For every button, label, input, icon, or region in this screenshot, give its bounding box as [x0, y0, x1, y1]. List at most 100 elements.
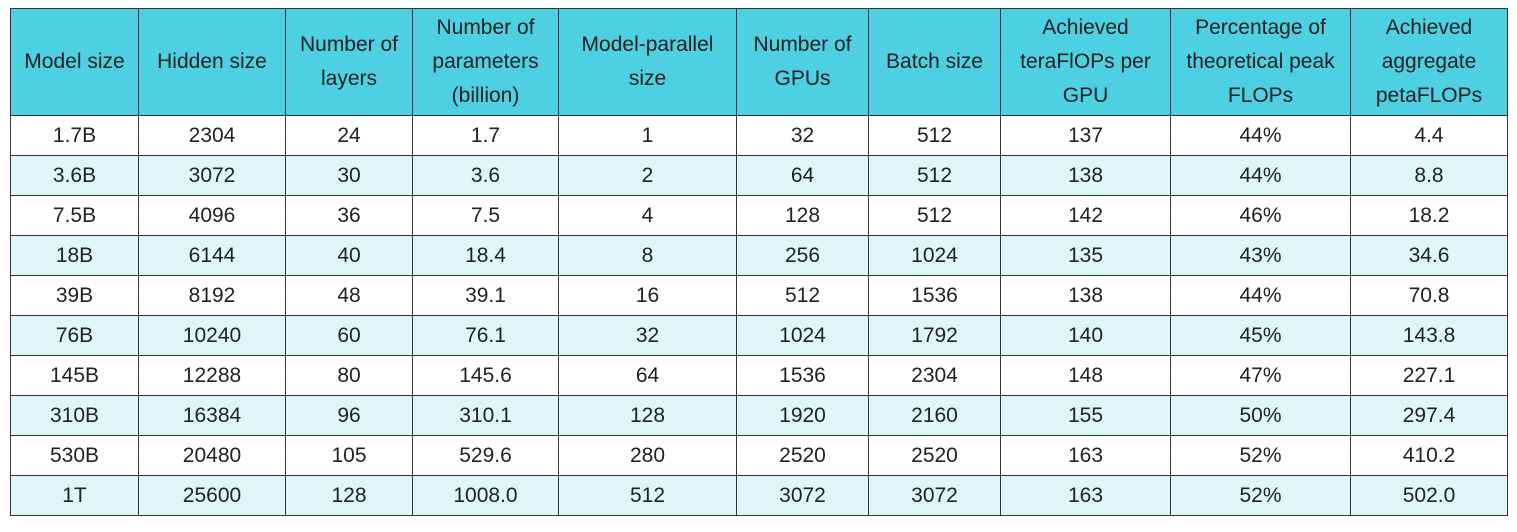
table-cell: 76.1 — [412, 315, 559, 356]
table-cell: 529.6 — [412, 435, 559, 476]
table-cell: 1.7 — [412, 115, 559, 156]
header-cell: Achieved teraFlOPs per GPU — [1000, 8, 1171, 116]
table-cell: 52% — [1170, 435, 1351, 476]
header-cell: Number of GPUs — [736, 8, 869, 116]
table-cell: 155 — [1000, 395, 1171, 436]
table-cell: 3072 — [138, 155, 286, 196]
table-cell: 40 — [285, 235, 413, 276]
table-cell: 138 — [1000, 275, 1171, 316]
table-cell: 137 — [1000, 115, 1171, 156]
table-cell: 2520 — [736, 435, 869, 476]
table-cell: 2520 — [868, 435, 1001, 476]
table-cell: 64 — [736, 155, 869, 196]
table-cell: 18B — [10, 235, 139, 276]
table-cell: 143.8 — [1350, 315, 1508, 356]
header-cell: Number of parameters (billion) — [412, 8, 559, 116]
table-cell: 2160 — [868, 395, 1001, 436]
table-row: 1.7B 2304 24 1.7 1 32 512 137 44% 4.4 — [10, 115, 1508, 156]
table-cell: 2304 — [138, 115, 286, 156]
table-cell: 128 — [285, 475, 413, 516]
table-cell: 297.4 — [1350, 395, 1508, 436]
table-cell: 3072 — [736, 475, 869, 516]
table-cell: 310B — [10, 395, 139, 436]
table-cell: 64 — [558, 355, 737, 396]
table-cell: 45% — [1170, 315, 1351, 356]
table-cell: 410.2 — [1350, 435, 1508, 476]
table-cell: 16384 — [138, 395, 286, 436]
table-cell: 1792 — [868, 315, 1001, 356]
table-cell: 70.8 — [1350, 275, 1508, 316]
table-cell: 512 — [558, 475, 737, 516]
table-cell: 1024 — [868, 235, 1001, 276]
table-cell: 30 — [285, 155, 413, 196]
table-cell: 1920 — [736, 395, 869, 436]
table-cell: 96 — [285, 395, 413, 436]
table-cell: 148 — [1000, 355, 1171, 396]
table-row: 3.6B 3072 30 3.6 2 64 512 138 44% 8.8 — [10, 155, 1508, 196]
table-cell: 80 — [285, 355, 413, 396]
header-cell: Model size — [10, 8, 139, 116]
table-cell: 46% — [1170, 195, 1351, 236]
table-cell: 145.6 — [412, 355, 559, 396]
table-cell: 3072 — [868, 475, 1001, 516]
table-cell: 50% — [1170, 395, 1351, 436]
table-cell: 128 — [736, 195, 869, 236]
table-cell: 12288 — [138, 355, 286, 396]
table-row: 18B 6144 40 18.4 8 256 1024 135 43% 34.6 — [10, 235, 1508, 276]
table-cell: 18.4 — [412, 235, 559, 276]
table-cell: 3.6B — [10, 155, 139, 196]
table-cell: 227.1 — [1350, 355, 1508, 396]
table-cell: 60 — [285, 315, 413, 356]
table-cell: 52% — [1170, 475, 1351, 516]
table-cell: 47% — [1170, 355, 1351, 396]
table-cell: 512 — [736, 275, 869, 316]
table-row: 310B 16384 96 310.1 128 1920 2160 155 50% 297.4 — [10, 395, 1508, 436]
table-cell: 8192 — [138, 275, 286, 316]
table-cell: 8 — [558, 235, 737, 276]
table-cell: 32 — [736, 115, 869, 156]
table-cell: 135 — [1000, 235, 1171, 276]
table-cell: 16 — [558, 275, 737, 316]
table-cell: 512 — [868, 115, 1001, 156]
header-cell: Percentage of theoretical peak FLOPs — [1170, 8, 1351, 116]
table-row: 76B 10240 60 76.1 32 1024 1792 140 45% 143.8 — [10, 315, 1508, 356]
table-cell: 256 — [736, 235, 869, 276]
table-cell: 140 — [1000, 315, 1171, 356]
table-cell: 39B — [10, 275, 139, 316]
table-cell: 2304 — [868, 355, 1001, 396]
header-cell: Achieved aggregate petaFLOPs — [1350, 8, 1508, 116]
table-cell: 138 — [1000, 155, 1171, 196]
table-cell: 128 — [558, 395, 737, 436]
table-cell: 145B — [10, 355, 139, 396]
table-cell: 142 — [1000, 195, 1171, 236]
header-row: Model size Hidden size Number of layers Num… — [10, 8, 1508, 116]
table-cell: 39.1 — [412, 275, 559, 316]
table-cell: 32 — [558, 315, 737, 356]
table-cell: 1.7B — [10, 115, 139, 156]
table-cell: 530B — [10, 435, 139, 476]
table-cell: 1T — [10, 475, 139, 516]
table-cell: 76B — [10, 315, 139, 356]
table-cell: 1536 — [736, 355, 869, 396]
header-cell: Hidden size — [138, 8, 286, 116]
table-cell: 105 — [285, 435, 413, 476]
table-cell: 2 — [558, 155, 737, 196]
table-cell: 4 — [558, 195, 737, 236]
table-cell: 48 — [285, 275, 413, 316]
table-cell: 36 — [285, 195, 413, 236]
table-cell: 4096 — [138, 195, 286, 236]
table-cell: 1536 — [868, 275, 1001, 316]
table-cell: 163 — [1000, 435, 1171, 476]
table-row: 1T 25600 128 1008.0 512 3072 3072 163 52% 502.0 — [10, 475, 1508, 516]
header-cell: Model-parallel size — [558, 8, 737, 116]
table-cell: 25600 — [138, 475, 286, 516]
table-cell: 1008.0 — [412, 475, 559, 516]
table-cell: 7.5 — [412, 195, 559, 236]
table-cell: 502.0 — [1350, 475, 1508, 516]
table-row: 39B 8192 48 39.1 16 512 1536 138 44% 70.8 — [10, 275, 1508, 316]
table-cell: 8.8 — [1350, 155, 1508, 196]
table-cell: 512 — [868, 195, 1001, 236]
table-row: 145B 12288 80 145.6 64 1536 2304 148 47% 227.1 — [10, 355, 1508, 396]
table-cell: 6144 — [138, 235, 286, 276]
table-cell: 24 — [285, 115, 413, 156]
